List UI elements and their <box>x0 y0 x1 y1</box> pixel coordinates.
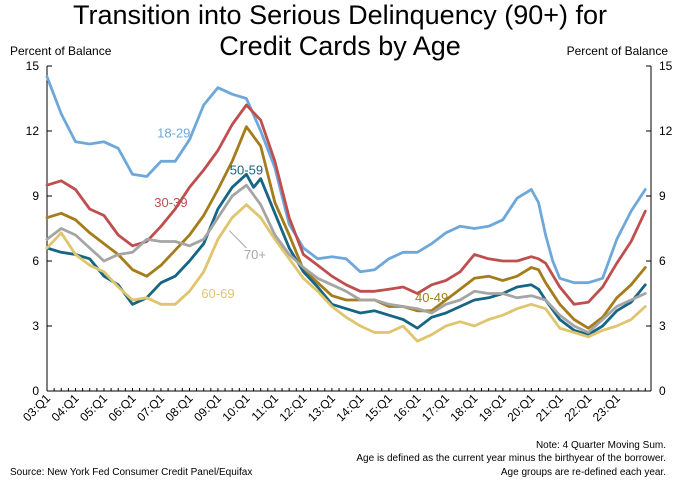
x-tick-label: 11:Q1 <box>249 391 282 424</box>
series-line-18-29 <box>45 75 647 285</box>
x-tick-label: 10:Q1 <box>220 391 253 424</box>
series-label-30-39: 30-39 <box>154 195 187 210</box>
y-tick-label-left: 9 <box>32 189 39 203</box>
source-note: Source: New York Fed Consumer Credit Pan… <box>10 467 253 478</box>
y-tick-label-right: 0 <box>659 384 666 398</box>
note-line-2: Age is defined as the current year minus… <box>356 453 666 464</box>
x-tick-label: 12:Q1 <box>277 391 310 424</box>
x-tick-label: 08:Q1 <box>163 391 196 424</box>
x-tick-label: 09:Q1 <box>191 391 224 424</box>
chart-annotations: 18-29 30-39 50-59 70+ 60-69 40-49 <box>154 126 448 306</box>
x-tick-label: 05:Q1 <box>77 391 110 424</box>
x-tick-label: 16:Q1 <box>390 391 423 424</box>
y-tick-label-right: 12 <box>659 124 673 138</box>
note-line-1: Note: 4 Quarter Moving Sum. <box>535 440 666 451</box>
series-line-30-39 <box>45 103 647 306</box>
y-axis-unit-left: Percent of Balance <box>10 44 112 58</box>
x-tick-label: 04:Q1 <box>49 391 82 424</box>
series-label-60-69: 60-69 <box>201 286 234 301</box>
series-line-50-59 <box>45 172 647 337</box>
series-label-18-29: 18-29 <box>157 126 190 141</box>
series-label-50-59: 50-59 <box>230 162 263 177</box>
x-tick-label: 20:Q1 <box>504 391 537 424</box>
series-label-leader-70 <box>228 230 247 249</box>
series-line-60-69 <box>45 203 647 343</box>
x-tick-label: 18:Q1 <box>447 391 480 424</box>
x-tick-label: 14:Q1 <box>333 391 366 424</box>
y-tick-label-left: 12 <box>26 124 40 138</box>
x-tick-label: 22:Q1 <box>561 391 594 424</box>
chart-series <box>45 75 647 343</box>
y-tick-label-right: 9 <box>659 189 666 203</box>
series-line-70+ <box>45 183 647 334</box>
y-tick-label-right: 3 <box>659 319 666 333</box>
y-tick-label-left: 15 <box>26 59 40 73</box>
x-tick-label: 07:Q1 <box>134 391 167 424</box>
y-axis-unit-right: Percent of Balance <box>566 44 668 58</box>
series-label-40-49: 40-49 <box>415 290 448 305</box>
x-tick-label: 23:Q1 <box>590 391 623 424</box>
chart-title-line2: Credit Cards by Age <box>219 31 461 61</box>
series-line-40-49 <box>45 125 647 330</box>
y-tick-label-right: 6 <box>659 254 666 268</box>
x-tick-label: 19:Q1 <box>476 391 509 424</box>
x-tick-label: 13:Q1 <box>305 391 338 424</box>
y-tick-label-left: 0 <box>32 384 39 398</box>
series-label-70+: 70+ <box>244 247 266 262</box>
y-tick-label-right: 15 <box>659 59 673 73</box>
x-tick-label: 06:Q1 <box>106 391 139 424</box>
x-tick-label: 15:Q1 <box>362 391 395 424</box>
x-tick-label: 17:Q1 <box>419 391 452 424</box>
y-tick-label-left: 3 <box>32 319 39 333</box>
chart-title-line1: Transition into Serious Delinquency (90+… <box>72 0 607 30</box>
x-tick-label: 21:Q1 <box>533 391 566 424</box>
y-tick-label-left: 6 <box>32 254 39 268</box>
note-line-3: Age groups are re-defined each year. <box>500 467 666 478</box>
